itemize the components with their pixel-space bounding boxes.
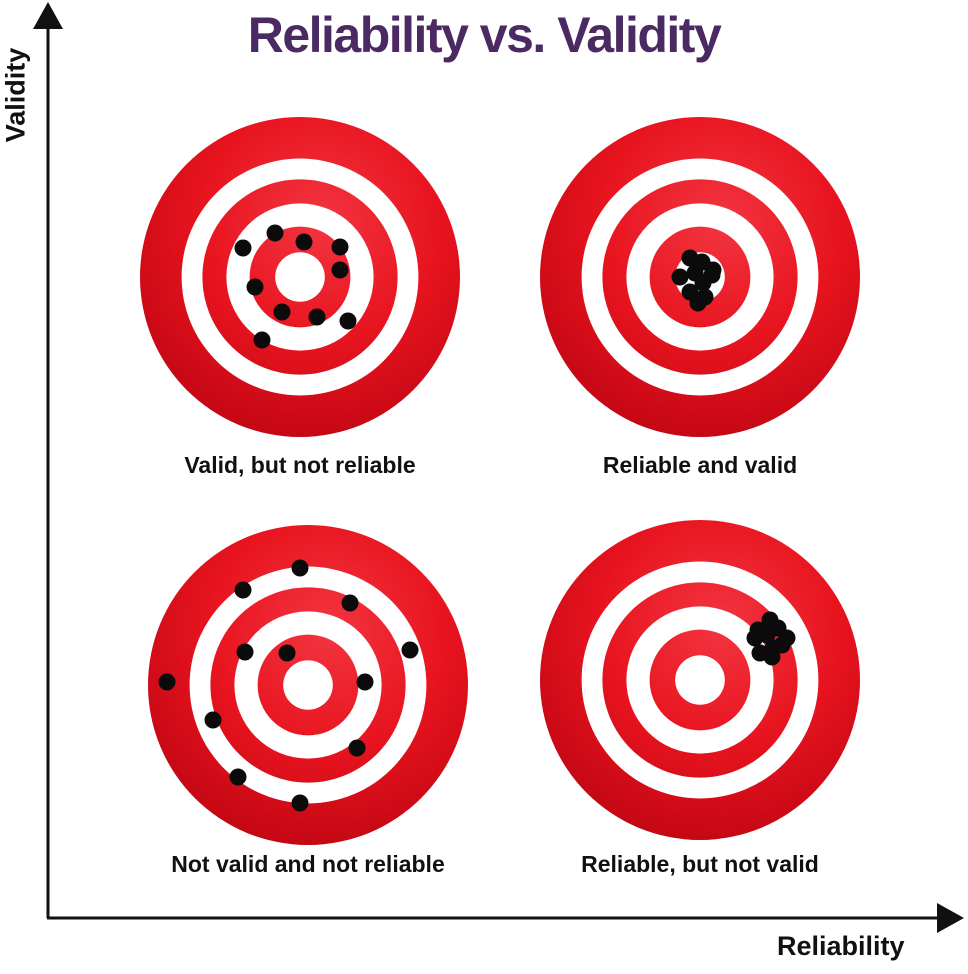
x-axis-label: Reliability — [777, 931, 905, 961]
bullseye-rings — [540, 520, 860, 840]
target-valid-not-reliable — [140, 117, 460, 437]
shot-dot — [246, 278, 264, 296]
axes — [33, 2, 964, 933]
caption-not-valid-not-reliable: Not valid and not reliable — [171, 851, 445, 877]
shot-dot — [291, 559, 309, 577]
bullseye-rings — [540, 117, 860, 437]
caption-valid-not-reliable: Valid, but not reliable — [184, 452, 416, 478]
shot-dot — [763, 648, 781, 666]
target-not-valid-not-reliable — [148, 525, 468, 845]
shot-dot — [234, 239, 252, 257]
shot-dot — [689, 294, 707, 312]
shot-dot — [295, 233, 313, 251]
shot-dot — [694, 274, 712, 292]
targets-layer — [140, 117, 860, 845]
shot-dot — [253, 331, 271, 349]
shot-dot — [236, 643, 254, 661]
shot-dot — [204, 711, 222, 729]
shot-dot — [291, 794, 309, 812]
target-reliable-and-valid — [540, 117, 860, 437]
caption-reliable-and-valid: Reliable and valid — [602, 452, 798, 478]
shot-dot — [331, 261, 349, 279]
x-axis-arrowhead-icon — [937, 903, 964, 933]
shot-dot — [331, 238, 349, 256]
shot-dot — [339, 312, 357, 330]
shot-dot — [278, 644, 296, 662]
bullseye-rings — [140, 117, 460, 437]
shot-dot — [401, 641, 419, 659]
diagram-title: Reliability vs. Validity — [247, 7, 722, 63]
shot-dot — [348, 739, 366, 757]
shot-dot — [356, 673, 374, 691]
shot-dot — [341, 594, 359, 612]
shot-dot — [671, 268, 689, 286]
bullseye-rings — [148, 525, 468, 845]
shot-dot — [746, 629, 764, 647]
shot-dot — [273, 303, 291, 321]
target-reliable-not-valid — [540, 520, 860, 840]
shot-dot — [308, 308, 326, 326]
shot-dot — [234, 581, 252, 599]
shot-dot — [266, 224, 284, 242]
shot-dot — [229, 768, 247, 786]
shot-dot — [158, 673, 176, 691]
y-axis-arrowhead-icon — [33, 2, 63, 29]
caption-reliable-not-valid: Reliable, but not valid — [581, 851, 819, 877]
